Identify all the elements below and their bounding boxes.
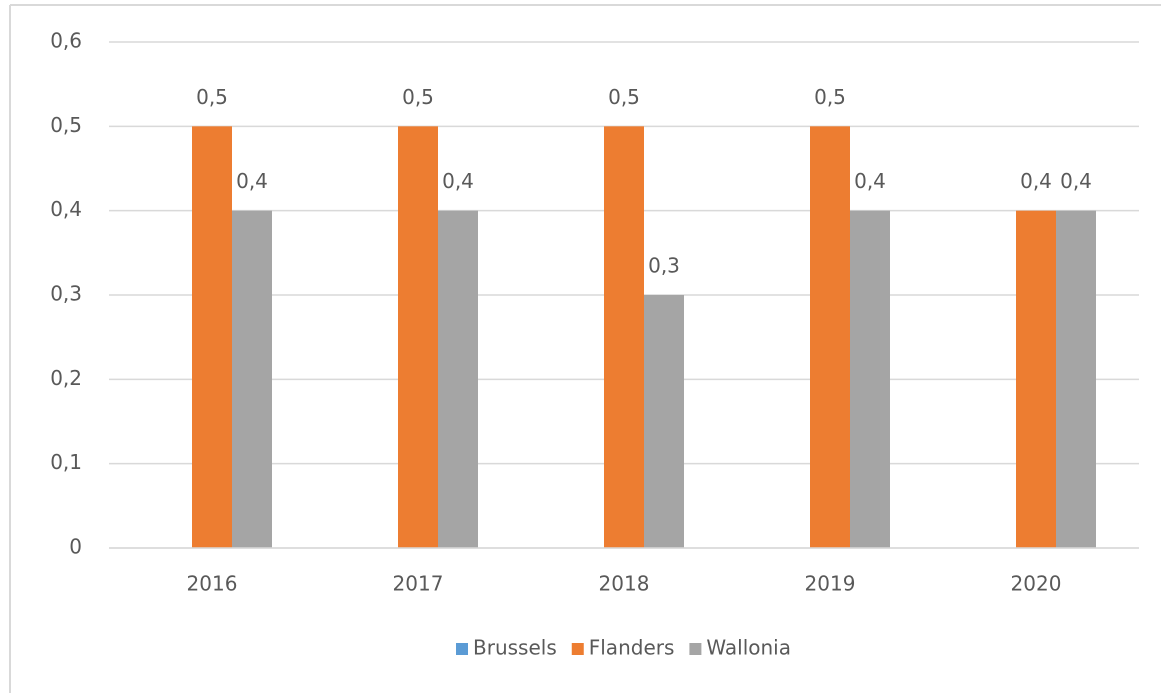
bar [438,210,478,548]
bar [604,126,644,548]
data-label: 0,3 [648,254,680,278]
x-tick-label: 2019 [805,572,856,596]
x-tick-label: 2016 [187,572,238,596]
bar [644,295,684,548]
x-tick-label: 2018 [599,572,650,596]
data-label: 0,4 [854,169,886,193]
legend-label: Flanders [589,636,675,660]
y-tick-label: 0 [69,535,82,559]
data-label: 0,5 [608,85,640,109]
data-label: 0,4 [442,169,474,193]
bar [192,126,232,548]
data-label: 0,4 [1060,169,1092,193]
data-label: 0,5 [196,85,228,109]
data-label: 0,4 [236,169,268,193]
bar [1016,210,1056,548]
bar [850,210,890,548]
x-tick-label: 2017 [393,572,444,596]
y-tick-label: 0,5 [50,113,82,137]
legend-swatch [689,643,702,655]
legend-label: Brussels [473,636,557,660]
x-tick-label: 2020 [1011,572,1062,596]
legend-swatch [571,643,584,655]
data-label: 0,5 [814,85,846,109]
data-label: 0,5 [402,85,434,109]
y-tick-label: 0,3 [50,282,82,306]
bar [810,126,850,548]
legend-swatch [456,643,469,655]
bar [1056,210,1096,548]
y-tick-label: 0,1 [50,450,82,474]
data-label: 0,4 [1020,169,1052,193]
y-tick-label: 0,6 [50,29,82,53]
y-tick-label: 0,2 [50,366,82,390]
legend-label: Wallonia [706,636,791,660]
y-tick-label: 0,4 [50,197,82,221]
bar [232,210,272,548]
bar [398,126,438,548]
